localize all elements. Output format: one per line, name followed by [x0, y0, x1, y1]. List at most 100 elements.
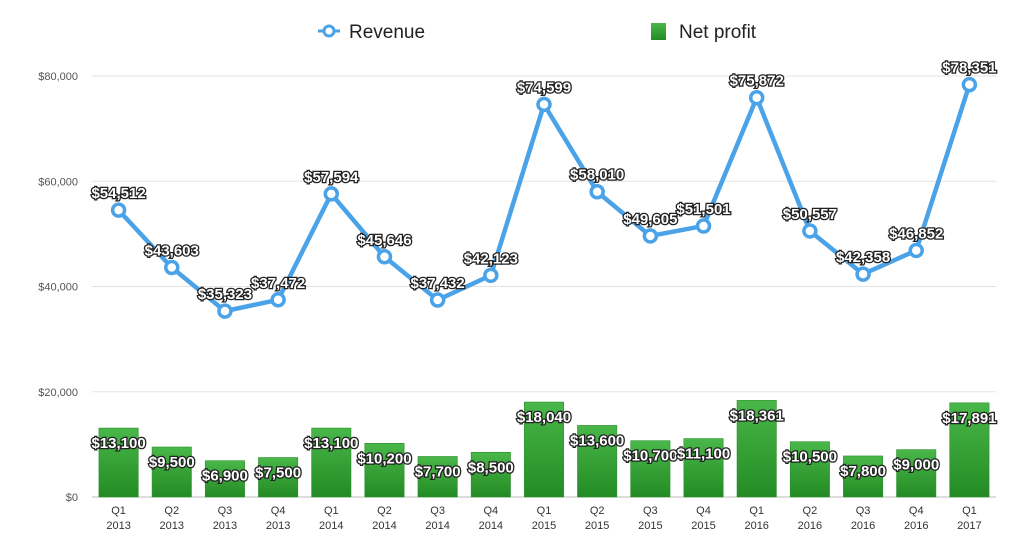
y-tick-label: $40,000: [38, 282, 78, 294]
net-profit-data-label: $7,700: [415, 463, 461, 480]
x-tick-label-quarter: Q3: [430, 505, 445, 517]
legend-item-revenue: Revenue: [318, 22, 425, 43]
x-tick-label-quarter: Q2: [164, 505, 179, 517]
revenue-line: [116, 82, 972, 314]
net-profit-data-label: $10,500: [783, 449, 837, 466]
net-profit-data-label: $13,600: [570, 432, 624, 449]
x-tick-label-year: 2014: [319, 520, 343, 532]
revenue-line-series: [116, 82, 972, 314]
x-tick-label-year: 2013: [106, 520, 130, 532]
revenue-data-label: $37,432: [411, 275, 465, 292]
net-profit-bar: [736, 400, 777, 498]
x-tick-label-year: 2014: [479, 520, 503, 532]
y-tick-label: $60,000: [38, 176, 78, 188]
x-tick-label-quarter: Q4: [696, 505, 711, 517]
revenue-point: [429, 292, 446, 308]
revenue-data-label: $49,605: [623, 211, 677, 228]
revenue-point: [802, 223, 818, 239]
x-tick-label-year: 2017: [957, 520, 981, 532]
x-tick-label-year: 2014: [425, 520, 449, 532]
net-profit-bars: [98, 400, 990, 498]
y-tick-label: $80,000: [38, 71, 78, 83]
net-profit-data-labels: $13,100$9,500$6,900 $7,500$13,100$10,200$…: [90, 406, 998, 486]
net-profit-bar: [151, 446, 192, 498]
net-profit-data-label: $17,891: [942, 410, 996, 427]
net-profit-bar: [258, 457, 299, 498]
legend-net-profit-swatch: [651, 23, 666, 40]
revenue-data-label: $50,557: [783, 206, 837, 223]
y-tick-label: $20,000: [38, 387, 78, 399]
revenue-data-label: $42,358: [836, 249, 890, 266]
x-tick-label-year: 2016: [798, 520, 822, 532]
net-profit-data-label: $11,100: [677, 446, 730, 463]
revenue-point: [483, 267, 499, 284]
net-profit-data-label: $18,040: [517, 409, 571, 426]
y-tick-label: $0: [66, 492, 78, 504]
x-tick-label-year: 2014: [372, 520, 396, 532]
x-tick-label-quarter: Q2: [377, 505, 392, 517]
legend-net-profit-label: Net profit: [679, 22, 757, 43]
revenue-data-label: $58,010: [570, 167, 624, 184]
x-tick-label-year: 2013: [266, 520, 290, 532]
net-profit-data-label: $7,800: [840, 463, 886, 480]
net-profit-bar: [630, 440, 671, 498]
revenue-data-label: $54,512: [91, 185, 145, 202]
net-profit-bar: [896, 449, 937, 498]
x-tick-label-quarter: Q1: [537, 505, 552, 517]
net-profit-bar: [417, 456, 458, 498]
net-profit-bar: [204, 460, 245, 498]
revenue-data-label: $37,472: [251, 275, 305, 292]
x-tick-label-quarter: Q3: [643, 505, 658, 517]
net-profit-bar: [683, 438, 724, 498]
net-profit-bar: [470, 451, 511, 498]
x-tick-label-year: 2015: [691, 520, 715, 532]
x-tick-label-quarter: Q3: [218, 505, 233, 517]
revenue-point: [695, 218, 712, 234]
revenue-point: [270, 292, 286, 308]
revenue-data-label: $45,646: [357, 232, 411, 249]
x-tick-label-quarter: Q1: [962, 505, 977, 517]
x-tick-label-year: 2013: [213, 520, 237, 532]
x-tick-label-year: 2015: [638, 520, 662, 532]
net-profit-bar: [98, 427, 139, 498]
x-tick-label-quarter: Q4: [271, 505, 286, 517]
revenue-data-label: $43,603: [145, 243, 199, 260]
x-tick-label-year: 2016: [904, 520, 928, 532]
revenue-data-label: $35,323: [198, 286, 252, 303]
x-tick-label-year: 2015: [585, 520, 609, 532]
net-profit-bar: [577, 425, 618, 498]
revenue-point: [110, 202, 127, 218]
net-profit-bar: [843, 455, 884, 498]
revenue-point: [748, 89, 765, 106]
revenue-data-label: $78,351: [942, 60, 996, 77]
net-profit-bar: [364, 443, 405, 498]
x-tick-label-year: 2016: [744, 520, 768, 532]
x-tick-label-year: 2015: [532, 520, 556, 532]
revenue-point: [589, 183, 605, 200]
x-tick-label-year: 2013: [160, 520, 184, 532]
revenue-data-label: $46,852: [889, 225, 943, 242]
revenue-data-label: $42,123: [464, 250, 518, 267]
revenue-data-labels: $54,512 $43,603 $35,323$37,472 $57,594 $45,6…: [90, 58, 998, 304]
revenue-point: [376, 249, 393, 265]
revenue-data-label: $51,501: [676, 201, 730, 218]
revenue-point: [217, 303, 233, 319]
net-profit-data-label: $10,200: [357, 450, 411, 467]
x-tick-label-quarter: Q2: [590, 505, 605, 517]
revenue-point: [855, 266, 871, 282]
revenue-data-label: $75,872: [730, 73, 784, 90]
x-tick-label-quarter: Q1: [324, 505, 339, 517]
legend: Revenue Net profit: [318, 22, 757, 43]
net-profit-bar: [789, 441, 830, 498]
legend-revenue-marker: [322, 24, 336, 38]
x-tick-label-quarter: Q1: [749, 505, 764, 517]
revenue-data-label: $74,599: [517, 79, 571, 96]
x-tick-label-year: 2016: [851, 520, 875, 532]
net-profit-bar: [949, 402, 990, 498]
revenue-data-label: $57,594: [304, 169, 359, 186]
x-tick-label-quarter: Q3: [856, 505, 871, 517]
net-profit-data-label: $8,500: [468, 459, 514, 476]
revenue-point: [164, 259, 180, 276]
net-profit-bar: [311, 427, 352, 498]
